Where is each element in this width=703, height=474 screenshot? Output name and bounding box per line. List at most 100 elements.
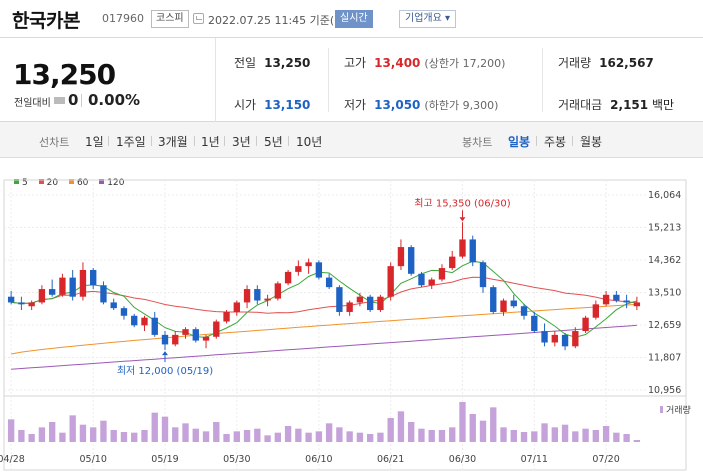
volume-bar <box>151 412 158 442</box>
legend-swatch <box>99 179 105 184</box>
volume-bar <box>336 427 343 442</box>
candle-body <box>28 302 35 307</box>
volume-bar <box>38 427 46 442</box>
candle-body <box>100 285 107 303</box>
volume-value: 162,567 <box>599 56 654 70</box>
candle-body <box>284 271 292 284</box>
volume-label: 거래량 <box>558 56 592 70</box>
low-label: 저가 <box>344 98 367 112</box>
ma5-line <box>11 260 638 338</box>
period-3y[interactable]: 3년 <box>232 135 251 149</box>
y-tick-label: 16,064 <box>648 190 681 201</box>
realtime-button[interactable]: 실시간 <box>335 10 373 28</box>
company-info-label: 기업개요 <box>405 13 442 24</box>
volume-bar <box>510 430 517 442</box>
volume-bar <box>500 427 507 442</box>
period-1y[interactable]: 1년 <box>201 135 220 149</box>
candle-daily[interactable]: 일봉 <box>508 135 531 149</box>
candle-monthly[interactable]: 월봉 <box>580 135 603 149</box>
period-1w[interactable]: 1주일 <box>116 135 146 149</box>
volume-bar <box>377 432 384 442</box>
volume-bar <box>418 428 425 442</box>
candle-body <box>254 289 261 301</box>
ma120-line <box>11 324 637 370</box>
company-info-dropdown[interactable]: 기업개요 ▾ <box>399 10 457 28</box>
quote-panel: 전일 13,250 시가 13,150 고가 13,400 (상한가 17,200) 저… <box>216 38 703 122</box>
volume-bar <box>274 432 282 442</box>
open: 시가 13,150 <box>234 96 310 113</box>
candle-body <box>202 336 210 341</box>
volume-bar <box>264 435 271 442</box>
volume-bar <box>315 431 323 442</box>
candle-body <box>520 306 528 316</box>
low-annotation: 최저 12,000 (05/19) <box>117 365 213 377</box>
volume-bar <box>531 431 538 442</box>
candle-weekly[interactable]: 주봉 <box>544 135 567 149</box>
lower-limit-label: 하한가 <box>428 99 460 112</box>
volume: 거래량 162,567 <box>558 54 654 71</box>
candle-body <box>469 239 476 263</box>
high-arrow-head <box>459 217 466 222</box>
candle-body <box>59 277 66 295</box>
ma20-line <box>11 276 637 314</box>
volume-bar <box>161 416 169 442</box>
candle-body <box>182 329 189 335</box>
candle-body <box>18 302 25 305</box>
y-tick-label: 14,362 <box>648 255 681 266</box>
volume-bar <box>408 422 415 442</box>
x-tick-label: 06/21 <box>377 454 404 465</box>
volume-bar <box>223 434 230 442</box>
period-3m[interactable]: 3개월 <box>158 135 188 149</box>
y-tick-label: 11,807 <box>648 353 681 364</box>
candle-body <box>633 302 641 307</box>
volume-bar <box>243 430 251 442</box>
y-tick-label: 13,510 <box>648 288 681 299</box>
divider <box>194 136 195 146</box>
volume-bar <box>305 432 312 442</box>
volume-bar <box>90 427 97 442</box>
x-tick-label: 07/20 <box>592 454 619 465</box>
period-5y[interactable]: 5년 <box>264 135 283 149</box>
prev-close: 전일 13,250 <box>234 54 310 71</box>
candle-body <box>408 247 415 274</box>
candle-body <box>551 334 558 343</box>
candle-body <box>602 294 610 305</box>
candle-body <box>48 289 56 295</box>
x-tick-label: 04/28 <box>0 454 25 465</box>
stock-name: 한국카본 <box>12 10 80 32</box>
volume-bar <box>284 426 292 442</box>
volume-bar <box>602 426 610 442</box>
volume-bar <box>438 430 446 442</box>
volume-bar <box>7 419 15 442</box>
volume-bar <box>295 428 302 442</box>
candle-body <box>366 296 374 311</box>
period-10y[interactable]: 10년 <box>296 135 323 149</box>
candle-body <box>490 287 497 312</box>
high: 고가 13,400 (상한가 17,200) <box>344 56 506 70</box>
candle-body <box>274 283 282 299</box>
divider <box>256 136 257 146</box>
candle-body <box>572 331 579 347</box>
candle-body <box>459 239 466 257</box>
divider <box>542 48 543 112</box>
legend-swatch <box>14 179 19 184</box>
x-tick-label: 05/19 <box>151 454 178 465</box>
candle-body <box>264 298 271 301</box>
volume-bar <box>479 420 487 442</box>
trade-value: 거래대금 2,151 백만 <box>558 96 674 113</box>
candle-body <box>356 296 364 303</box>
legend-ma60: 60 <box>68 178 88 188</box>
legend-swatch <box>68 179 74 184</box>
period-1d[interactable]: 1일 <box>85 135 104 149</box>
volume-bar <box>69 415 76 442</box>
volume-bar <box>613 432 620 442</box>
volume-bar <box>172 427 179 442</box>
candle-body <box>592 304 600 318</box>
candle-body <box>131 315 138 326</box>
x-tick-label: 05/10 <box>79 454 106 465</box>
upper-limit-value: 17,200 <box>462 57 502 70</box>
volume-bar <box>141 430 148 442</box>
candle-body <box>397 247 405 267</box>
candlestick-chart[interactable]: 16,064 15,213 14,362 13,510 12,659 11,807 10,9… <box>0 158 703 474</box>
volume-bar <box>541 423 548 442</box>
